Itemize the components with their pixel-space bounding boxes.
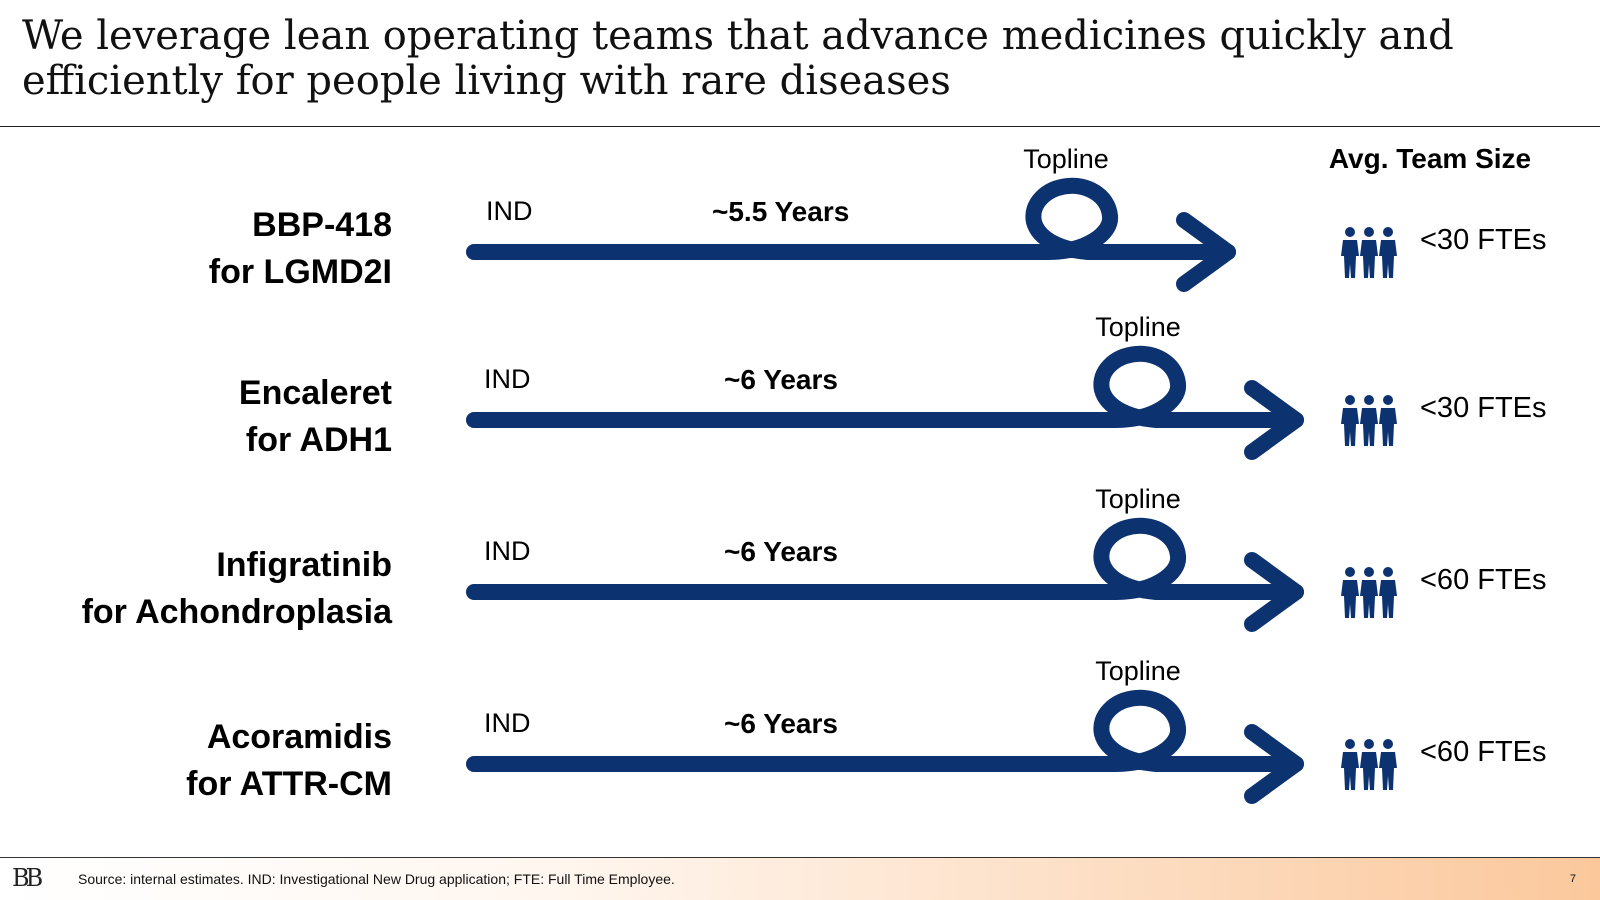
duration-label: ~5.5 Years [712,196,850,227]
drug-indication: for ATTR-CM [186,765,392,803]
team-size-header: Avg. Team Size [1328,143,1532,174]
ind-label: IND [486,196,533,226]
duration-label: ~6 Years [724,708,838,739]
loop-arrow-icon [466,517,1304,632]
program-row-acoramidis: Acoramidis for ATTR-CM IND ~6 Years Topl… [0,656,1600,842]
topline-label: Topline [1095,656,1181,686]
drug-name: Acoramidis [206,718,392,756]
ind-label: IND [484,536,531,566]
program-row-infigratinib: Infigratinib for Achondroplasia IND ~6 Y… [0,484,1600,670]
drug-name: Encaleret [238,374,392,412]
duration-label: ~6 Years [724,536,838,567]
company-logo: BB [12,864,43,892]
loop-arrow-icon [466,177,1236,292]
fte-count: <30 FTEs [1420,392,1547,424]
people-group-icon [1341,739,1397,790]
slide-title-line-1: We leverage lean operating teams that ad… [22,13,1454,59]
drug-label: Acoramidis for ATTR-CM [186,714,392,808]
drug-indication: for LGMD2I [208,253,392,291]
duration-label: ~6 Years [724,364,838,395]
program-row-bbp-418: BBP-418 for LGMD2I IND ~5.5 Years Toplin… [0,144,1600,330]
drug-indication: for ADH1 [245,421,392,459]
people-group-icon [1341,227,1397,278]
fte-count: <30 FTEs [1420,224,1547,256]
page-number: 7 [1569,873,1576,885]
drug-name: Infigratinib [216,546,392,584]
slide-title: We leverage lean operating teams that ad… [22,14,1522,104]
people-group-icon [1341,567,1397,618]
fte-count: <60 FTEs [1420,564,1547,596]
ind-label: IND [484,708,531,738]
topline-label: Topline [1095,312,1181,342]
drug-label: Infigratinib for Achondroplasia [82,542,392,636]
topline-label: Topline [1095,484,1181,514]
drug-label: Encaleret for ADH1 [239,370,392,464]
people-group-icon [1341,395,1397,446]
title-divider [0,126,1600,127]
topline-label: Topline [1023,144,1109,174]
ind-label: IND [484,364,531,394]
program-row-encaleret: Encaleret for ADH1 IND ~6 Years Topline … [0,312,1600,498]
drug-indication: for Achondroplasia [81,593,392,631]
drug-name: BBP-418 [252,206,392,244]
source-note: Source: internal estimates. IND: Investi… [78,871,675,887]
slide-title-line-2: efficiently for people living with rare … [22,58,951,104]
drug-label: BBP-418 for LGMD2I [209,202,392,296]
slide-footer: BB Source: internal estimates. IND: Inve… [0,857,1600,900]
fte-count: <60 FTEs [1420,736,1547,768]
loop-arrow-icon [466,689,1304,804]
loop-arrow-icon [466,345,1304,460]
